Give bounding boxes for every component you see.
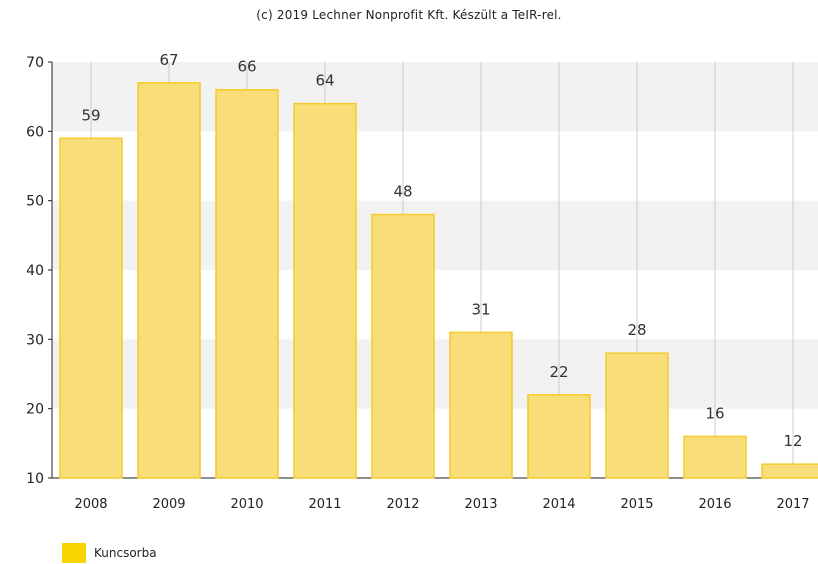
x-tick-label: 2010 xyxy=(230,497,263,512)
bar xyxy=(371,213,435,479)
data-label: 48 xyxy=(393,183,412,201)
data-labels: 59 67 66 64 48 31 22 28 16 12 xyxy=(81,51,802,450)
y-tick-label: 30 xyxy=(26,332,44,348)
bar xyxy=(527,394,591,479)
x-tick-label: 2012 xyxy=(386,497,419,512)
bar xyxy=(293,102,357,479)
bar xyxy=(215,88,279,479)
data-label: 59 xyxy=(81,106,100,124)
data-label: 28 xyxy=(627,321,646,339)
data-label: 64 xyxy=(315,72,334,90)
data-label: 66 xyxy=(237,58,256,76)
bar xyxy=(605,352,669,479)
x-tick-label: 2017 xyxy=(776,497,809,512)
y-tick-label: 20 xyxy=(26,402,44,418)
bar xyxy=(137,82,201,479)
y-tick-label: 70 xyxy=(26,55,44,71)
data-label: 67 xyxy=(159,51,178,69)
data-label: 22 xyxy=(549,363,568,381)
legend-swatch xyxy=(62,543,86,563)
x-tick-label: 2013 xyxy=(464,497,497,512)
copyright-text: (c) 2019 Lechner Nonprofit Kft. Készült … xyxy=(256,8,562,22)
bar xyxy=(761,463,818,479)
y-tick-labels: 10 20 30 40 50 60 70 xyxy=(26,55,44,487)
x-tick-label: 2016 xyxy=(698,497,731,512)
x-tick-label: 2011 xyxy=(308,497,341,512)
y-tick-label: 60 xyxy=(26,124,44,140)
data-label: 12 xyxy=(783,432,802,450)
x-tick-label: 2009 xyxy=(152,497,185,512)
bar xyxy=(449,331,513,479)
x-tick-labels: 2008 2009 2010 2011 2012 2013 2014 2015 2016 2017 xyxy=(74,497,809,512)
legend-label: Kuncsorba xyxy=(94,546,157,560)
y-tick-label: 50 xyxy=(26,194,44,210)
legend: Kuncsorba xyxy=(62,543,157,563)
bar xyxy=(683,435,747,479)
x-tick-label: 2014 xyxy=(542,497,575,512)
bars xyxy=(59,82,818,479)
x-tick-label: 2015 xyxy=(620,497,653,512)
y-tick-label: 10 xyxy=(26,471,44,487)
bar xyxy=(59,137,123,479)
x-tick-label: 2008 xyxy=(74,497,107,512)
y-tick-label: 40 xyxy=(26,263,44,279)
data-label: 16 xyxy=(705,404,724,422)
bar-chart: 59 67 66 64 48 31 22 28 16 12 10 20 30 40 50 60 70 2008… xyxy=(26,51,818,512)
data-label: 31 xyxy=(471,300,490,318)
